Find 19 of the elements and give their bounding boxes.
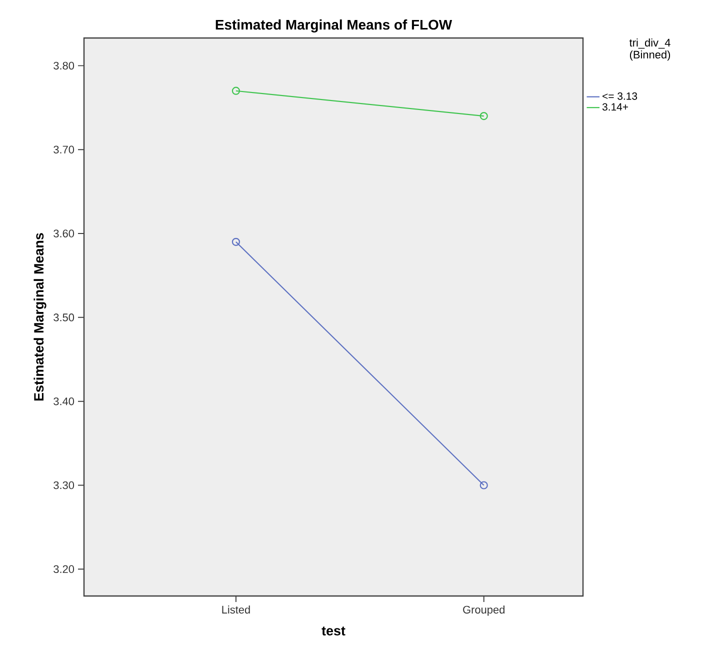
- point: [480, 481, 488, 490]
- y-tick-label: 3.20: [54, 565, 74, 574]
- x-axis-title: test: [322, 626, 346, 636]
- point: [480, 112, 488, 120]
- y-tick-label: 3.30: [54, 481, 74, 490]
- y-tick-label: 3.60: [54, 230, 74, 238]
- x-tick-label: Grouped: [463, 606, 504, 616]
- point: [232, 238, 240, 246]
- y-tick-label: 3.70: [54, 146, 74, 154]
- x-tick-label: Listed: [222, 606, 250, 614]
- legend-label: <= 3.13: [602, 92, 638, 100]
- chart-title: Estimated Marginal Means of FLOW: [216, 19, 452, 32]
- y-tick-label: 3.40: [54, 397, 74, 406]
- point: [232, 86, 240, 95]
- legend-title: tri_div_4 (Binned): [629, 38, 670, 61]
- legend-label: 3.14+: [602, 103, 628, 111]
- y-tick-label: 3.50: [54, 314, 74, 322]
- y-axis-title: Estimated Marginal Means: [34, 233, 46, 401]
- y-tick-label: 3.80: [54, 62, 74, 70]
